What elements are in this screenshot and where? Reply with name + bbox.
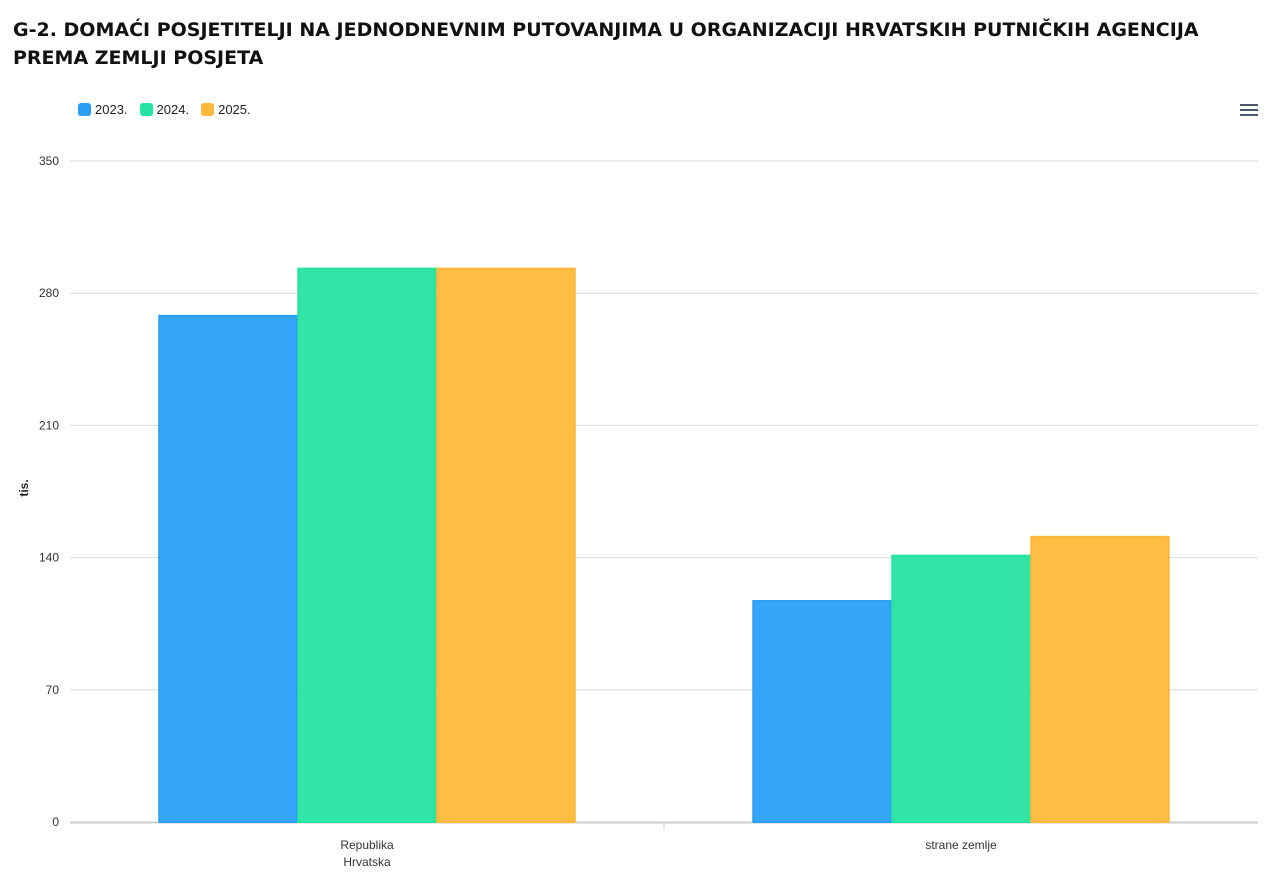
legend-label: 2025. bbox=[218, 102, 251, 117]
hamburger-menu-icon[interactable] bbox=[1238, 101, 1260, 119]
bar-2023-1[interactable] bbox=[158, 314, 298, 823]
x-tick-label: Republika bbox=[340, 838, 394, 852]
y-axis-title: tis. bbox=[17, 479, 31, 496]
bar-2024-1[interactable] bbox=[297, 267, 437, 823]
bar-2024-2[interactable] bbox=[891, 554, 1031, 823]
y-tick-label: 140 bbox=[39, 551, 59, 565]
chart-title: G-2. DOMAĆI POSJETITELJI NA JEDNODNEVNIM… bbox=[13, 19, 1199, 69]
legend-swatch bbox=[78, 103, 91, 116]
legend-item[interactable]: 2025. bbox=[201, 102, 251, 117]
legend-label: 2024. bbox=[156, 102, 190, 117]
y-tick-label: 0 bbox=[52, 815, 59, 829]
y-tick-label: 70 bbox=[46, 683, 60, 697]
bar-2025-2[interactable] bbox=[1030, 535, 1170, 824]
legend-swatch bbox=[201, 103, 215, 116]
legend-swatch bbox=[139, 103, 153, 116]
bar-2023-2[interactable] bbox=[752, 600, 892, 824]
x-tick-label: strane zemlje bbox=[925, 838, 997, 852]
legend-item[interactable]: 2023. bbox=[78, 102, 128, 117]
y-tick-label: 350 bbox=[39, 154, 59, 168]
y-tick-label: 210 bbox=[39, 418, 59, 432]
legend-item[interactable]: 2024. bbox=[139, 102, 190, 117]
legend-label: 2023. bbox=[95, 102, 128, 117]
x-tick-label: Hrvatska bbox=[343, 855, 391, 869]
y-tick-label: 280 bbox=[39, 286, 59, 300]
bar-2025-1[interactable] bbox=[436, 267, 576, 823]
chart-legend: 2023. 2024. 2025. bbox=[78, 102, 251, 117]
